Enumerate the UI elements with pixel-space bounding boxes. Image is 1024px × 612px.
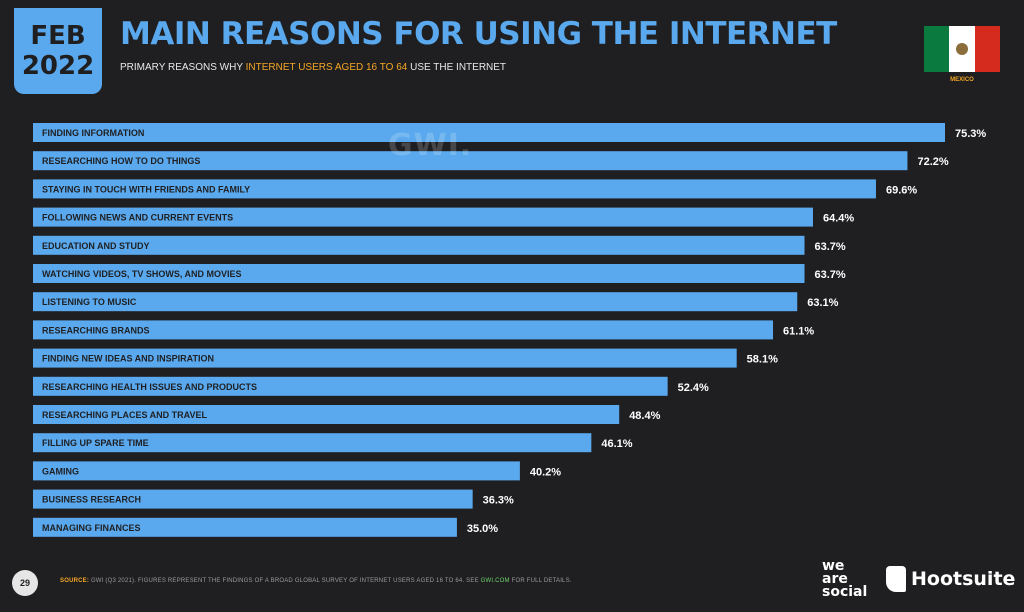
value-label-12: 46.1% [601, 438, 632, 450]
value-label-4: 64.4% [823, 213, 854, 225]
bar-1 [33, 123, 945, 142]
bar-4 [33, 207, 813, 227]
value-label-5: 63.7% [815, 241, 846, 253]
subtitle-highlight: INTERNET USERS AGED 16 TO 64 [245, 62, 408, 73]
category-label-7: LISTENING TO MUSIC [42, 297, 137, 307]
source-text: GWI (Q3 2021). FIGURES REPRESENT THE FIN… [89, 578, 481, 584]
category-label-11: RESEARCHING PLACES AND TRAVEL [42, 410, 208, 420]
country-label: MEXICO [950, 77, 974, 83]
bar-2 [33, 151, 908, 171]
category-label-12: FILLING UP SPARE TIME [42, 438, 149, 448]
bar-8 [33, 320, 774, 340]
bar-6 [33, 264, 805, 283]
bar-10 [33, 376, 668, 396]
owl-icon [886, 566, 906, 592]
hootsuite-label: Hootsuite [911, 568, 1016, 590]
category-label-14: BUSINESS RESEARCH [42, 495, 141, 505]
category-label-1: FINDING INFORMATION [42, 128, 144, 138]
category-label-9: FINDING NEW IDEAS AND INSPIRATION [42, 354, 214, 364]
source-note: SOURCE: GWI (Q3 2021). FIGURES REPRESENT… [60, 578, 572, 584]
bar-12 [33, 433, 592, 453]
mexico-flag-icon [924, 26, 1000, 72]
subtitle-suffix: USE THE INTERNET [407, 62, 507, 73]
bar-3 [33, 179, 876, 199]
eagle-emblem-icon [955, 43, 968, 55]
hootsuite-logo: Hootsuite [886, 566, 1015, 592]
value-label-8: 61.1% [783, 325, 814, 337]
value-label-2: 72.2% [917, 156, 948, 168]
category-label-6: WATCHING VIDEOS, TV SHOWS, AND MOVIES [42, 269, 242, 279]
source-link[interactable]: GWI.COM [480, 578, 510, 584]
category-label-5: EDUCATION AND STUDY [42, 241, 150, 251]
date-badge: FEB 2022 [14, 8, 102, 94]
value-label-11: 48.4% [629, 410, 660, 422]
value-label-13: 40.2% [530, 466, 561, 478]
category-label-8: RESEARCHING BRANDS [42, 325, 150, 335]
category-label-4: FOLLOWING NEWS AND CURRENT EVENTS [42, 213, 233, 223]
category-label-2: RESEARCHING HOW TO DO THINGS [42, 156, 200, 166]
bar-15 [33, 517, 457, 537]
value-label-14: 36.3% [483, 495, 514, 507]
we-are-social-logo: we are social [822, 558, 868, 600]
source-label: SOURCE: [60, 578, 90, 584]
bar-7 [33, 292, 798, 312]
bar-5 [33, 235, 805, 255]
subtitle-prefix: PRIMARY REASONS WHY [120, 62, 246, 73]
value-label-1: 75.3% [955, 128, 986, 140]
bar-11 [33, 405, 620, 424]
bar-14 [33, 489, 473, 509]
category-label-10: RESEARCHING HEALTH ISSUES AND PRODUCTS [42, 382, 257, 392]
category-label-15: MANAGING FINANCES [42, 523, 141, 533]
page-number: 29 [12, 570, 38, 596]
value-label-15: 35.0% [467, 523, 498, 535]
value-label-10: 52.4% [678, 382, 709, 394]
date-year: 2022 [21, 51, 95, 81]
value-label-7: 63.1% [807, 297, 838, 309]
page-title: MAIN REASONS FOR USING THE INTERNET [120, 16, 837, 52]
page-subtitle: PRIMARY REASONS WHY INTERNET USERS AGED … [120, 62, 506, 73]
category-label-3: STAYING IN TOUCH WITH FRIENDS AND FAMILY [42, 184, 250, 194]
value-label-9: 58.1% [747, 354, 778, 366]
category-label-13: GAMING [42, 466, 79, 476]
value-label-6: 63.7% [815, 269, 846, 281]
date-month: FEB [30, 21, 86, 51]
bar-9 [33, 348, 737, 368]
gwi-watermark: GWI. [388, 128, 473, 163]
bar-13 [33, 461, 520, 481]
source-end: FOR FULL DETAILS. [509, 578, 572, 584]
value-label-3: 69.6% [886, 184, 917, 196]
